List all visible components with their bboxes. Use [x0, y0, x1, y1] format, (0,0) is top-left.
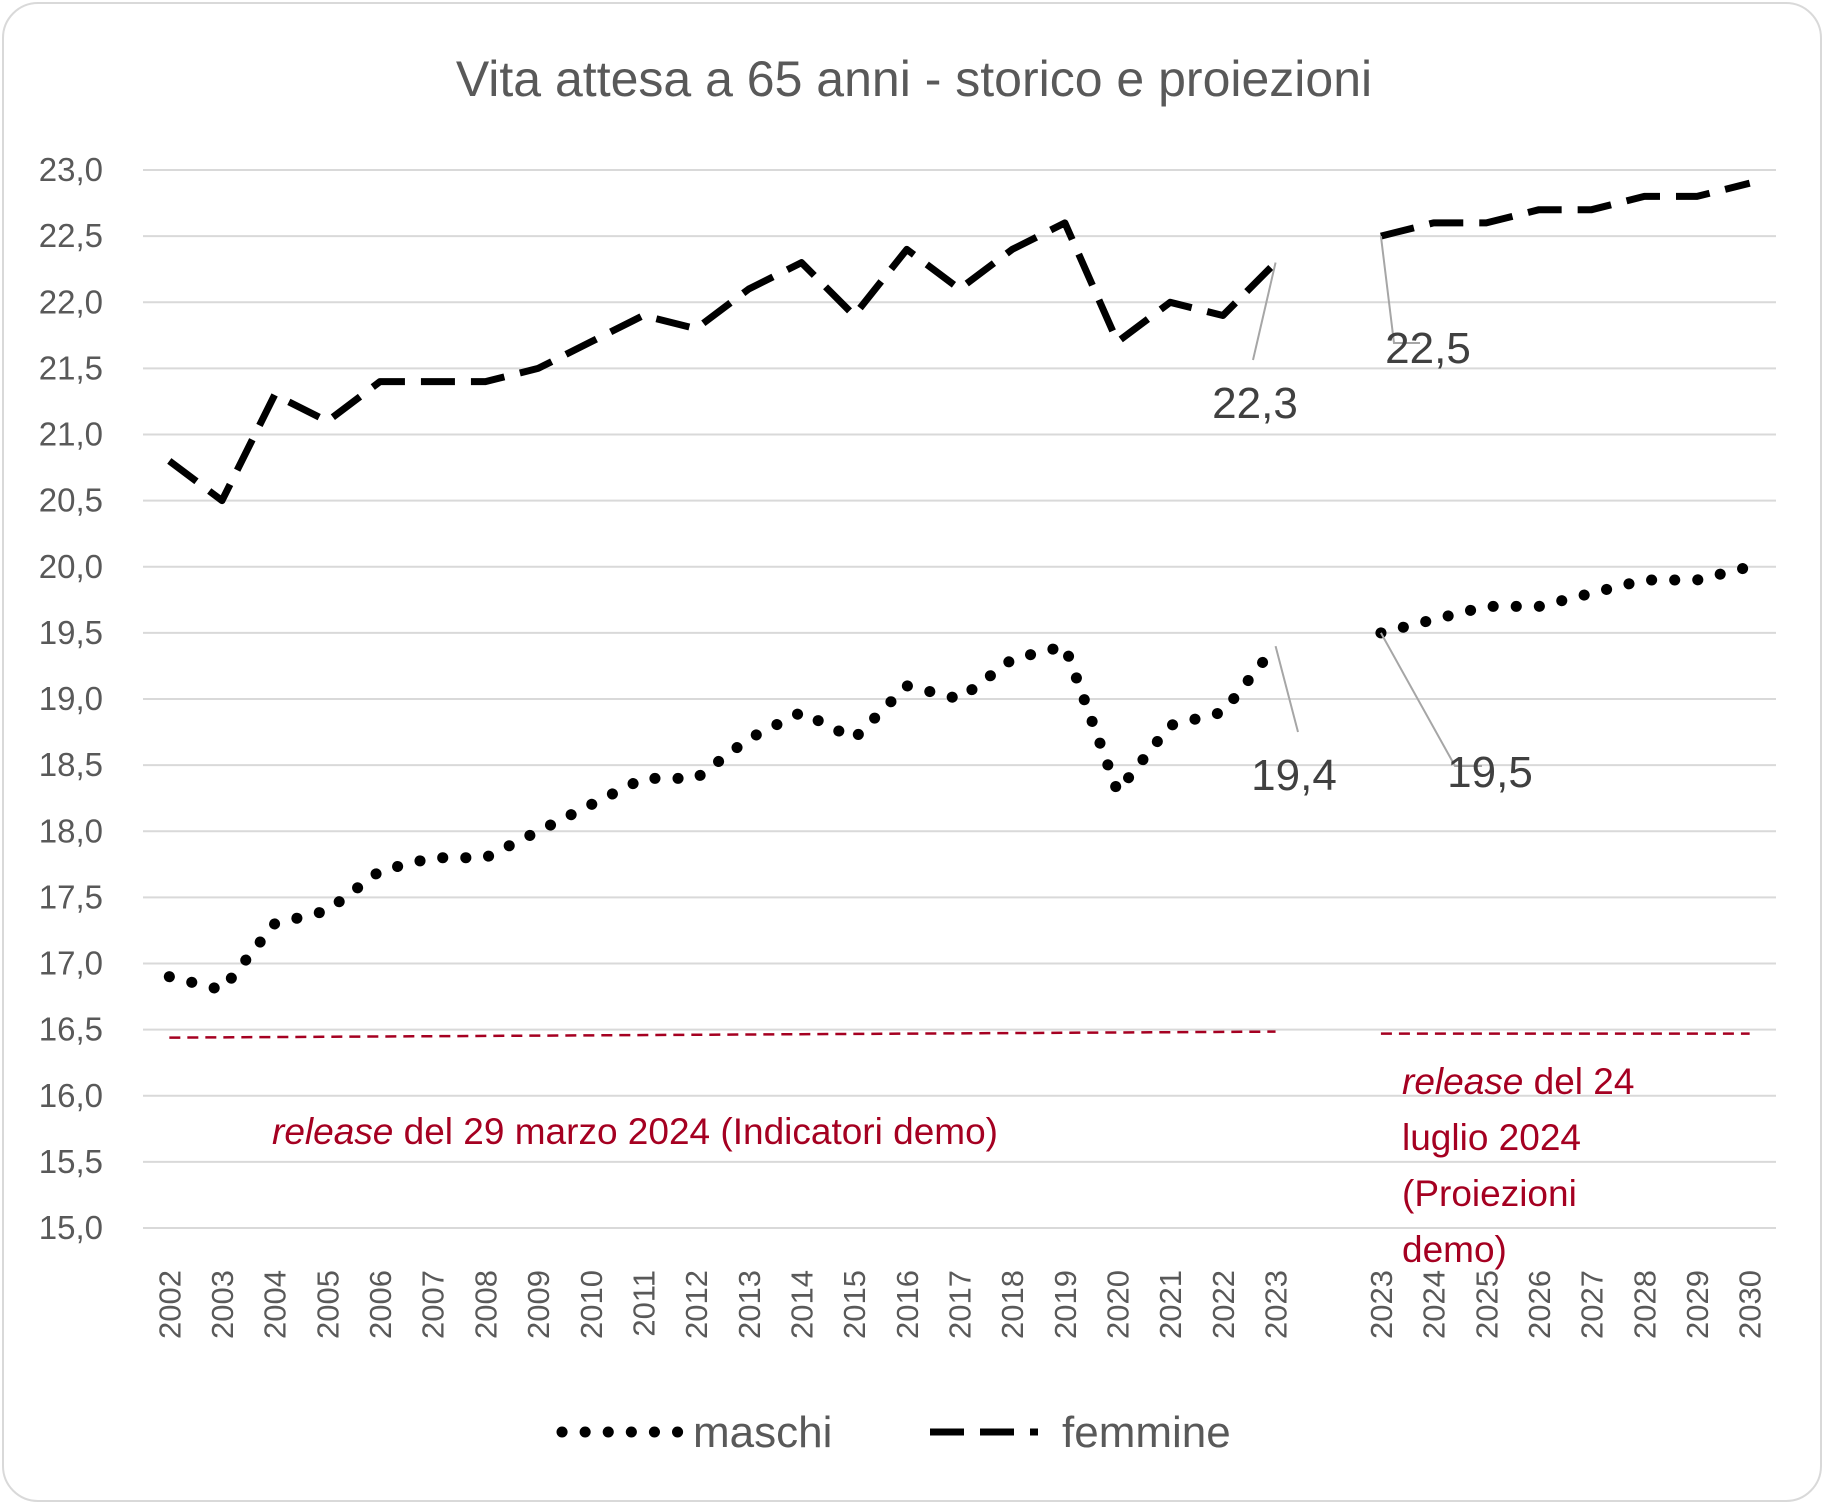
x-tick-label: 2007 [416, 1270, 451, 1339]
data-label: 19,4 [1251, 751, 1337, 800]
x-tick-label: 2014 [784, 1270, 819, 1339]
x-tick-label: 2023 [1259, 1270, 1294, 1339]
legend-label-maschi: maschi [693, 1408, 832, 1457]
y-tick-label: 22,5 [39, 217, 103, 254]
release-note-text: del 24 [1523, 1061, 1634, 1102]
y-tick-label: 15,0 [39, 1209, 103, 1246]
y-tick-label: 22,0 [39, 283, 103, 320]
x-tick-label: 2008 [468, 1270, 503, 1339]
y-tick-label: 21,0 [39, 416, 103, 453]
y-tick-label: 20,5 [39, 482, 103, 519]
series-line-maschi [1375, 561, 1756, 639]
y-tick-label: 23,0 [39, 151, 103, 188]
data-label-leader [1252, 262, 1277, 361]
series-line-femmine [1380, 179, 1751, 240]
release-note-italic: release [272, 1111, 393, 1152]
y-tick-label: 18,5 [39, 746, 103, 783]
release-reference-line [169, 1030, 1276, 1039]
x-tick-label: 2011 [626, 1270, 661, 1337]
data-labels: 22,3 22,5 19,4 19,5 [1212, 236, 1533, 800]
release-note-proiezioni-line: release del 24 [1402, 1061, 1634, 1102]
y-axis-ticks: 23,0 22,5 22,0 21,5 21,0 20,5 20,0 19,5 19,0 18,5… [39, 151, 103, 1246]
x-tick-label: 2016 [890, 1270, 925, 1339]
x-tick-label: 2010 [574, 1270, 609, 1339]
x-tick-label: 2020 [1101, 1270, 1136, 1339]
x-tick-label: 2027 [1575, 1270, 1610, 1339]
x-tick-label: 2022 [1206, 1270, 1241, 1339]
x-tick-label: 2013 [732, 1270, 767, 1339]
legend-label-femmine: femmine [1062, 1408, 1231, 1457]
x-tick-label: 2005 [310, 1270, 345, 1339]
release-note-italic: release [1402, 1061, 1523, 1102]
y-tick-label: 21,5 [39, 349, 103, 386]
release-note-proiezioni-line: (Proiezioni [1402, 1173, 1577, 1214]
y-tick-label: 16,0 [39, 1077, 103, 1114]
data-label: 19,5 [1447, 748, 1533, 797]
x-tick-label: 2018 [995, 1270, 1030, 1339]
x-tick-label: 2026 [1522, 1270, 1557, 1339]
y-tick-label: 19,0 [39, 680, 103, 717]
release-note-proiezioni-line: luglio 2024 [1402, 1117, 1581, 1158]
y-tick-label: 15,5 [39, 1143, 103, 1180]
release-note-proiezioni-line: demo) [1402, 1229, 1507, 1270]
grid-layer [143, 169, 1776, 1229]
release-note-text: del 29 marzo 2024 (Indicatori demo) [393, 1111, 998, 1152]
release-note-indicatori: release del 29 marzo 2024 (Indicatori de… [272, 1111, 998, 1152]
x-tick-label: 2019 [1048, 1270, 1083, 1339]
x-tick-label: 2009 [521, 1270, 556, 1339]
x-tick-label: 2030 [1733, 1270, 1768, 1339]
release-notes: release del 29 marzo 2024 (Indicatori de… [272, 1061, 1634, 1270]
y-tick-label: 17,0 [39, 945, 103, 982]
x-tick-label: 2028 [1627, 1270, 1662, 1339]
x-tick-label: 2025 [1469, 1270, 1504, 1339]
series-line-femmine [167, 219, 1279, 505]
series-layer [163, 179, 1756, 996]
y-tick-label: 17,5 [39, 878, 103, 915]
x-tick-label: 2006 [363, 1270, 398, 1339]
x-tick-label: 2029 [1680, 1270, 1715, 1339]
x-tick-label: 2003 [205, 1270, 240, 1339]
x-tick-label: 2017 [943, 1270, 978, 1339]
data-label-leader [1379, 236, 1420, 344]
y-tick-label: 19,5 [39, 614, 103, 651]
series-line-maschi [163, 640, 1282, 996]
x-tick-label: 2012 [679, 1270, 714, 1339]
x-tick-label: 2021 [1153, 1270, 1188, 1339]
x-tick-label: 2024 [1417, 1270, 1452, 1339]
data-label-leader [1274, 645, 1299, 733]
x-tick-label: 2023 [1364, 1270, 1399, 1339]
data-label: 22,3 [1212, 379, 1298, 428]
legend: maschi femmine [556, 1408, 1231, 1457]
y-tick-label: 18,0 [39, 812, 103, 849]
x-axis-ticks: 2002 2003 2004 2005 2006 2007 2008 2009 2010 2011… [152, 1270, 1767, 1339]
data-label: 22,5 [1385, 324, 1471, 373]
x-tick-label: 2002 [152, 1270, 187, 1339]
chart-title: Vita attesa a 65 anni - storico e proiez… [456, 51, 1372, 107]
y-tick-label: 20,0 [39, 548, 103, 585]
x-tick-label: 2015 [837, 1270, 872, 1339]
y-tick-label: 16,5 [39, 1011, 103, 1048]
x-tick-label: 2004 [258, 1270, 293, 1339]
reference-lines [169, 1030, 1750, 1039]
data-label-leader [1380, 632, 1482, 767]
